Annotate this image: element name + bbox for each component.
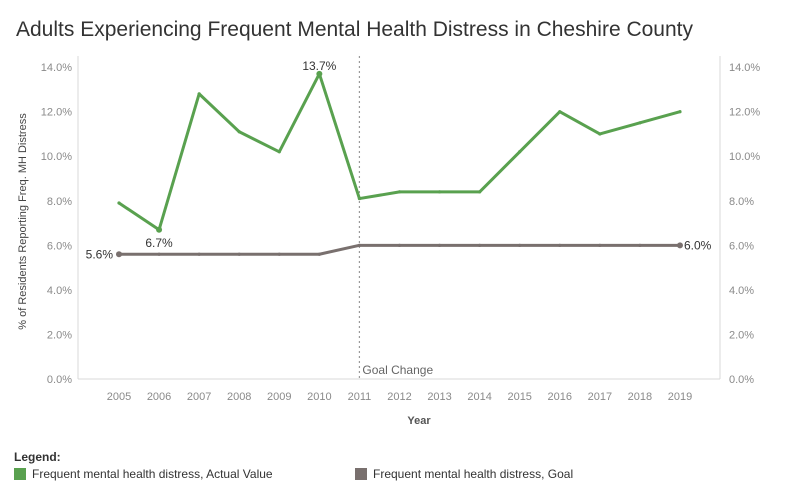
data-point-goal [478,243,482,247]
chart-title: Adults Experiencing Frequent Mental Heal… [16,18,693,41]
data-label: 13.7% [302,59,336,73]
legend-title: Legend: [14,450,61,464]
data-label: 5.6% [86,247,114,261]
data-point-actual [678,110,682,114]
data-point-goal [317,252,321,256]
data-point-actual [558,110,562,114]
x-tick-label: 2019 [668,391,692,403]
y-tick-label-right: 4.0% [729,285,754,297]
legend-swatch-actual [14,468,26,480]
legend-item-actual[interactable]: Frequent mental health distress, Actual … [14,467,273,481]
y-tick-label-left: 6.0% [47,240,72,252]
x-tick-label: 2014 [467,391,491,403]
data-point-actual [437,190,442,194]
line-chart: 0.0% 0.0% 2.0% 2.0% 4.0% 4.0% 6.0% 6.0% 8.0% 8.0%… [17,56,760,427]
legend-item-goal[interactable]: Frequent mental health distress, Goal [355,467,573,481]
y-tick-label-left: 12.0% [41,107,72,119]
data-label: 6.0% [684,238,712,252]
y-tick-label-right: 12.0% [729,107,760,119]
data-point-actual [518,150,522,154]
data-point-actual [237,130,241,134]
x-tick-label: 2009 [267,391,291,403]
y-tick-label-right: 10.0% [729,151,760,163]
data-point-actual [277,150,281,154]
data-label-marker [116,251,122,258]
y-tick-label-right: 6.0% [729,240,754,252]
x-tick-label: 2017 [588,391,612,403]
reference-line-label: Goal Change [362,363,433,377]
y-tick-label-right: 14.0% [729,62,760,74]
x-tick-label: 2010 [307,391,331,403]
y-tick-label-left: 2.0% [47,329,72,341]
y-tick-label-right: 2.0% [729,329,754,341]
data-point-actual [357,196,362,201]
data-label-marker [316,70,323,77]
data-point-goal [277,252,281,256]
data-label-marker [676,242,683,249]
data-point-actual [197,92,201,96]
y-tick-label-right: 0.0% [729,374,754,386]
x-tick-label: 2007 [187,391,211,403]
data-point-goal [357,243,362,247]
y-tick-label-left: 4.0% [47,285,72,297]
x-tick-label: 2008 [227,391,251,403]
y-tick-label-left: 8.0% [47,196,72,208]
data-point-actual [478,190,482,194]
y-axis-title: % of Residents Reporting Freq. MH Distre… [17,113,29,330]
data-point-goal [397,243,402,247]
x-tick-label: 2015 [507,391,531,403]
data-point-goal [197,252,201,256]
data-label: 6.7% [145,236,173,250]
x-tick-label: 2012 [387,391,411,403]
data-point-goal [437,243,442,247]
x-tick-label: 2016 [548,391,572,403]
x-tick-label: 2011 [348,391,372,403]
data-point-goal [237,252,241,256]
data-point-goal [558,243,562,247]
data-point-actual [598,132,602,136]
data-point-goal [638,243,642,247]
legend-label-goal: Frequent mental health distress, Goal [373,467,574,481]
data-point-actual [638,121,642,125]
data-point-actual [397,190,402,194]
data-point-goal [598,243,602,247]
data-point-actual [117,201,121,205]
x-tick-label: 2006 [147,391,171,403]
data-point-goal [157,252,161,256]
x-tick-label: 2013 [427,391,451,403]
series-line-actual [117,72,682,232]
data-label-marker [156,226,163,233]
y-tick-label-left: 14.0% [41,62,72,74]
y-tick-label-right: 8.0% [729,196,754,208]
data-point-goal [518,243,522,247]
x-tick-label: 2018 [628,391,652,403]
y-tick-label-left: 10.0% [41,151,72,163]
x-axis-title: Year [407,415,431,427]
y-tick-label-left: 0.0% [47,374,72,386]
x-tick-label: 2005 [107,391,131,403]
legend-swatch-goal [355,468,367,480]
legend-label-actual: Frequent mental health distress, Actual … [32,467,273,481]
